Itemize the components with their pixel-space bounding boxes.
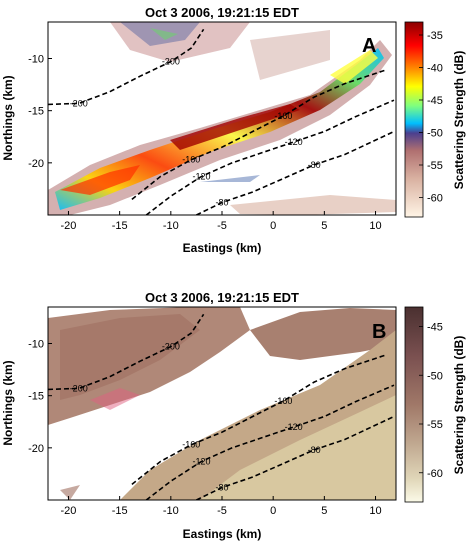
panel-a-xtick-label: 5 xyxy=(321,220,327,232)
panel-b-xtick-label: 5 xyxy=(321,505,327,517)
panel-a-xtick-label: -20 xyxy=(61,220,77,232)
panel-b-contour-m200 xyxy=(48,313,205,391)
panel-a-contour-label: -80 xyxy=(215,197,228,207)
panel-b-contour-label: -200 xyxy=(70,383,88,393)
panel-b-ytick-label: -20 xyxy=(28,443,44,455)
panel-a-heatmap xyxy=(48,22,396,215)
panel-a-colorbar-tick-label: -50 xyxy=(427,128,443,140)
panel-b-contour-label: -160 xyxy=(274,396,292,406)
panel-a-ytick-label: -10 xyxy=(28,54,44,66)
panel-a-title: Oct 3 2006, 19:21:15 EDT xyxy=(145,5,299,20)
panel-b-contour-m120 xyxy=(145,384,395,500)
panel-a-colorbar-tick-label: -35 xyxy=(427,30,443,42)
panel-a-xtick-label: -10 xyxy=(163,220,179,232)
panel-b-contour-label: -160 xyxy=(182,440,200,450)
panel-b-colorbar-tick-label: -60 xyxy=(427,468,443,480)
panel-b-contour-label: -120 xyxy=(193,456,211,466)
panel-a-contour-m160 xyxy=(131,69,387,201)
panel-a-colorbar xyxy=(404,21,424,218)
panel-a-xlabel: Eastings (km) xyxy=(183,241,262,255)
panel-b-xtick-label: 0 xyxy=(270,505,276,517)
panel-a-contour-m80 xyxy=(196,130,395,215)
panel-a-contour-label: -120 xyxy=(285,137,303,147)
panel-b: Oct 3 2006, 19:21:15 EDT -200-200-160-16… xyxy=(1,290,466,541)
panel-b-contour-label: -200 xyxy=(162,342,180,352)
panel-b-ylabel: Northings (km) xyxy=(1,360,15,445)
panel-a-colorbar-ticks: -35 -40 -45 -50 -55 -60 xyxy=(419,30,443,205)
panel-b-contour-m160 xyxy=(131,354,387,486)
panel-a-ytick-label: -15 xyxy=(28,106,44,118)
panel-a-colorbar-tick-label: -45 xyxy=(427,95,443,107)
panel-a-ticks: -20 -15 -10 -5 0 5 10 -10 -15 -20 xyxy=(28,54,382,232)
panel-b-xlabel: Eastings (km) xyxy=(183,527,262,541)
panel-b-xtick-label: -5 xyxy=(217,505,227,517)
panel-a-xtick-label: 10 xyxy=(369,220,381,232)
panel-a-contours: -200 -200 -160 -160 -120 -120 -80 -80 xyxy=(48,28,395,215)
panel-a-colorbar-tick-label: -40 xyxy=(427,63,443,75)
panel-a-contour-label: -200 xyxy=(162,57,180,67)
panel-a-contour-label: -160 xyxy=(182,155,200,165)
panel-b-ticks: -20 -15 -10 -5 0 5 10 -10 -15 -20 xyxy=(28,339,382,517)
panel-b-colorbar-label: Scattering Strength (dB) xyxy=(452,336,466,475)
panel-b-ytick-label: -15 xyxy=(28,391,44,403)
panel-b-contour-m80 xyxy=(196,415,395,500)
panel-b-title: Oct 3 2006, 19:21:15 EDT xyxy=(145,290,299,305)
panel-b-xtick-label: -10 xyxy=(163,505,179,517)
panel-a-colorbar-tick-label: -60 xyxy=(427,193,443,205)
panel-b-colorbar xyxy=(404,306,424,503)
panel-a-contour-label: -80 xyxy=(308,160,321,170)
panel-a-contour-label: -120 xyxy=(193,171,211,181)
panel-b-heatmap xyxy=(48,307,396,500)
panel-a-contour-m120 xyxy=(145,99,395,215)
panel-b-contour-label: -80 xyxy=(308,445,321,455)
panel-a-contour-label: -160 xyxy=(274,111,292,121)
panel-a-xtick-label: -5 xyxy=(217,220,227,232)
panel-a-contour-m200 xyxy=(48,28,205,106)
panel-b-colorbar-tick-label: -55 xyxy=(427,419,443,431)
panel-b-contour-label: -120 xyxy=(285,422,303,432)
panel-a-xtick-label: 0 xyxy=(270,220,276,232)
panel-b-colorbar-tick-label: -45 xyxy=(427,322,443,334)
panel-a-xtick-label: -15 xyxy=(112,220,128,232)
panel-a-contour-label: -200 xyxy=(70,98,88,108)
panel-b-xtick-label: -20 xyxy=(61,505,77,517)
panel-b-contour-label: -80 xyxy=(215,482,228,492)
panel-b-label: B xyxy=(372,321,386,343)
panel-a: Oct 3 2006, 19:21:15 EDT -200-200-160-16… xyxy=(1,5,466,255)
panel-a-ylabel: Northings (km) xyxy=(1,75,15,160)
panel-a-label: A xyxy=(362,35,376,57)
panel-b-ytick-label: -10 xyxy=(28,339,44,351)
panel-a-ytick-label: -20 xyxy=(28,158,44,170)
panel-b-contours: -200 -200 -160 -160 -120 -120 -80 -80 xyxy=(48,313,395,500)
panel-b-xtick-label: 10 xyxy=(369,505,381,517)
panel-b-colorbar-tick-label: -50 xyxy=(427,370,443,382)
panel-a-colorbar-tick-label: -55 xyxy=(427,160,443,172)
panel-a-colorbar-label: Scattering Strength (dB) xyxy=(452,51,466,190)
panel-b-colorbar-ticks: -45 -50 -55 -60 xyxy=(419,322,443,480)
panel-b-xtick-label: -15 xyxy=(112,505,128,517)
